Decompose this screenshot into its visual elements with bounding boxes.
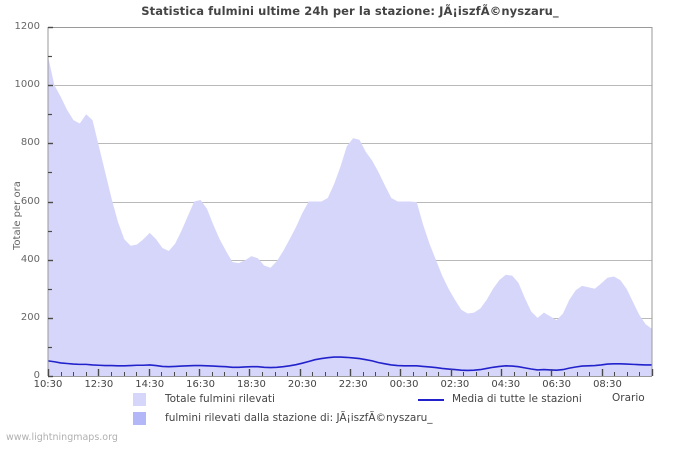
x-tick-label: 08:30 bbox=[593, 379, 622, 390]
legend-swatch-station bbox=[133, 412, 146, 425]
legend-label-station: fulmini rilevati dalla stazione di: JÃ¡i… bbox=[165, 412, 433, 424]
x-tick-label: 06:30 bbox=[542, 379, 572, 390]
area-series-layer bbox=[48, 56, 652, 376]
y-tick-label: 1000 bbox=[14, 79, 40, 91]
chart-title: Statistica fulmini ultime 24h per la sta… bbox=[141, 4, 559, 18]
x-tick-label: 18:30 bbox=[237, 379, 266, 390]
x-tick-label: 20:30 bbox=[287, 379, 317, 390]
x-tick-label: 22:30 bbox=[338, 379, 368, 390]
x-tick-label: 02:30 bbox=[440, 379, 470, 390]
legend-label-total: Totale fulmini rilevati bbox=[165, 393, 275, 405]
y-tick-label: 200 bbox=[20, 311, 40, 323]
tick-marks-layer bbox=[47, 26, 654, 378]
y-tick-label: 600 bbox=[20, 195, 40, 207]
x-tick-label: 10:30 bbox=[33, 379, 63, 390]
y-tick-label: 400 bbox=[20, 253, 40, 265]
y-tick-label: 0 bbox=[33, 370, 40, 381]
y-tick-label: 1200 bbox=[14, 21, 40, 32]
legend-line-mean bbox=[418, 399, 444, 401]
y-axis-label: Totale per ora bbox=[12, 181, 23, 250]
y-tick-label: 800 bbox=[20, 137, 40, 149]
legend-swatch-total bbox=[133, 393, 146, 406]
x-tick-label: 14:30 bbox=[135, 379, 165, 390]
x-tick-label: 12:30 bbox=[84, 379, 114, 390]
x-tick-label: 16:30 bbox=[186, 379, 215, 390]
x-tick-label: 04:30 bbox=[491, 379, 521, 390]
site-watermark: www.lightningmaps.org bbox=[6, 432, 118, 443]
legend-label-mean: Media di tutte le stazioni bbox=[452, 393, 582, 405]
x-tick-label: 00:30 bbox=[389, 379, 419, 390]
x-axis-label: Orario bbox=[612, 392, 645, 404]
